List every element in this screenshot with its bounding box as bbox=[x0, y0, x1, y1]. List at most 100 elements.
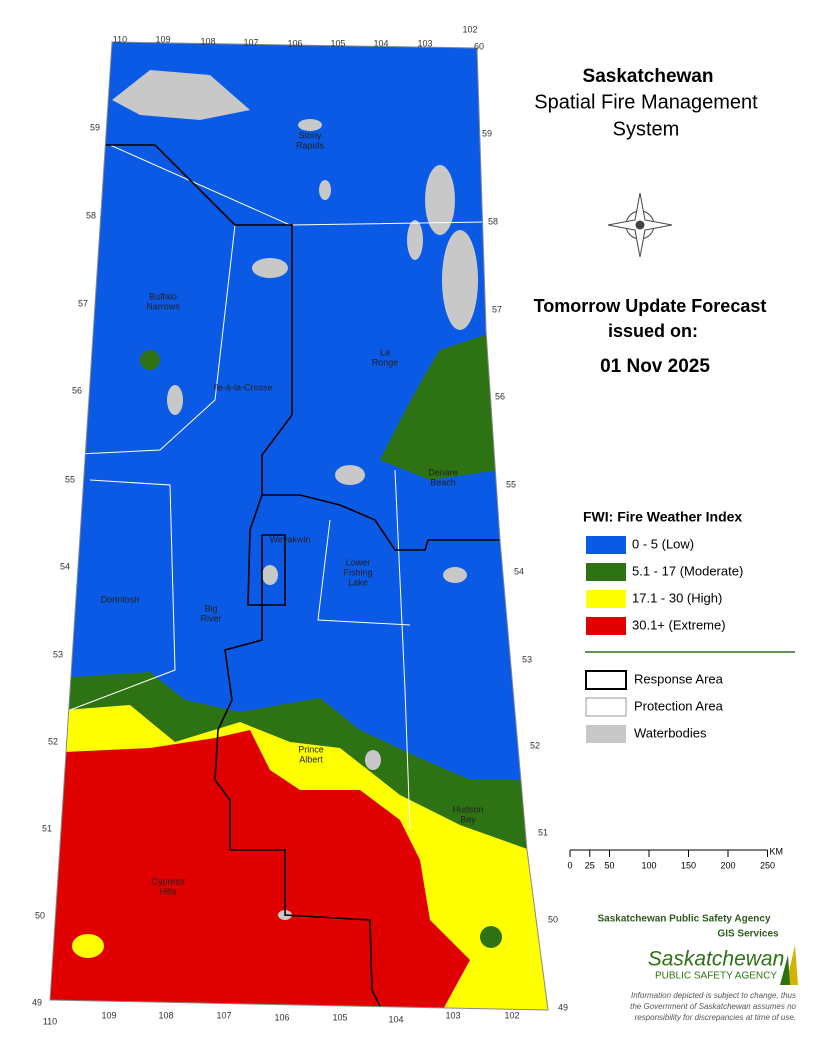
scale-label: 150 bbox=[681, 860, 696, 870]
place-label: Ronge bbox=[372, 357, 399, 367]
legend-label: Protection Area bbox=[634, 698, 724, 713]
legend-swatch bbox=[586, 590, 626, 608]
grid-label: 56 bbox=[72, 385, 82, 395]
grid-label: 103 bbox=[417, 38, 432, 48]
place-label: Lake bbox=[348, 577, 368, 587]
grid-label: 59 bbox=[90, 122, 100, 132]
grid-label: 54 bbox=[60, 561, 70, 571]
scale-label: 50 bbox=[604, 860, 614, 870]
place-label: Narrows bbox=[146, 301, 180, 311]
title: Saskatchewan bbox=[583, 66, 714, 87]
scale-label: 25 bbox=[585, 860, 595, 870]
place-label: Stony bbox=[298, 130, 322, 140]
legend-label: Waterbodies bbox=[634, 725, 707, 740]
grid-label: 53 bbox=[522, 654, 532, 664]
agency-name: Saskatchewan Public Safety Agency bbox=[597, 914, 770, 925]
place-label: Beach bbox=[430, 477, 456, 487]
forecast-heading: issued on: bbox=[608, 321, 698, 341]
grid-label: 52 bbox=[48, 736, 58, 746]
legend-label: 17.1 - 30 (High) bbox=[632, 590, 722, 605]
grid-label: 106 bbox=[274, 1012, 289, 1022]
grid-label: 58 bbox=[488, 216, 498, 226]
logo-mark bbox=[780, 945, 798, 985]
subtitle: System bbox=[613, 118, 680, 140]
grid-label: 109 bbox=[155, 34, 170, 44]
grid-label: 109 bbox=[101, 1010, 116, 1020]
zone-moderate bbox=[140, 350, 160, 370]
logo-text: Saskatchewan bbox=[648, 948, 785, 971]
grid-label: 104 bbox=[388, 1014, 403, 1024]
zone-extreme bbox=[50, 730, 470, 1010]
grid-label: 107 bbox=[243, 37, 258, 47]
grid-label: 106 bbox=[287, 38, 302, 48]
legend-swatch bbox=[586, 563, 626, 581]
grid-label: 110 bbox=[43, 1016, 57, 1026]
place-label: La bbox=[380, 347, 390, 357]
zone-moderate bbox=[380, 330, 500, 480]
legend-label: 30.1+ (Extreme) bbox=[632, 617, 726, 632]
grid-label: 102 bbox=[504, 1010, 519, 1020]
grid-label: 56 bbox=[495, 391, 505, 401]
response-area bbox=[105, 144, 500, 1010]
place-label: Hudson bbox=[452, 804, 483, 814]
grid-label: 102 bbox=[462, 24, 477, 34]
subtitle: Spatial Fire Management bbox=[534, 91, 758, 113]
province-outline bbox=[49, 41, 549, 1011]
scale-label: 100 bbox=[641, 860, 656, 870]
legend-swatch bbox=[585, 697, 627, 717]
disclaimer: responsibility for discrepancies at time… bbox=[635, 1013, 796, 1022]
place-label: River bbox=[200, 613, 221, 623]
grid-label: 105 bbox=[332, 1012, 347, 1022]
scale-label: 250 bbox=[760, 860, 775, 870]
forecast-date: 01 Nov 2025 bbox=[600, 356, 710, 377]
legend-label: Response Area bbox=[634, 671, 724, 686]
grid-label: 51 bbox=[538, 827, 548, 837]
grid-label: 49 bbox=[32, 997, 42, 1007]
grid-label: 57 bbox=[78, 298, 88, 308]
place-label: Lower bbox=[346, 557, 371, 567]
grid-label: 107 bbox=[216, 1010, 231, 1020]
grid-label: 108 bbox=[200, 36, 215, 46]
grid-label: 55 bbox=[65, 474, 75, 484]
grid-label: 50 bbox=[35, 910, 45, 920]
map bbox=[50, 42, 548, 1010]
grid-label: 51 bbox=[42, 823, 52, 833]
scale-label: 200 bbox=[720, 860, 735, 870]
grid-label: 60 bbox=[474, 41, 484, 51]
legend-swatch bbox=[586, 617, 626, 635]
agency-unit: GIS Services bbox=[717, 929, 779, 940]
zone-high bbox=[72, 934, 104, 958]
forecast-heading: Tomorrow Update Forecast bbox=[534, 296, 767, 316]
logo-text: PUBLIC SAFETY AGENCY bbox=[655, 971, 777, 982]
place-label: Rapids bbox=[296, 140, 325, 150]
place-label: Buffalo bbox=[149, 291, 177, 301]
place-label: Fishing bbox=[343, 567, 372, 577]
legend-swatch bbox=[585, 670, 627, 690]
place-label: Cypress bbox=[151, 876, 185, 886]
place-label: Albert bbox=[299, 754, 323, 764]
grid-label: 52 bbox=[530, 740, 540, 750]
grid-label: 59 bbox=[482, 128, 492, 138]
legend-swatch bbox=[586, 536, 626, 554]
grid-label: 57 bbox=[492, 304, 502, 314]
scale-label: 0 bbox=[567, 860, 572, 870]
place-label: Weyakwin bbox=[270, 534, 311, 544]
grid-label: 50 bbox=[548, 914, 558, 924]
place-label: Big bbox=[204, 603, 217, 613]
place-label: Prince bbox=[298, 744, 324, 754]
grid-label: 55 bbox=[506, 479, 516, 489]
grid-label: 58 bbox=[86, 210, 96, 220]
grid-label: 104 bbox=[373, 38, 388, 48]
place-label: Denare bbox=[428, 467, 458, 477]
place-label: Bay bbox=[460, 814, 476, 824]
scale-unit: KM bbox=[770, 846, 784, 856]
north-arrow bbox=[607, 192, 673, 258]
grid-label: 110 bbox=[113, 34, 127, 44]
grid-label: 108 bbox=[158, 1010, 173, 1020]
place-label: Dorintosh bbox=[101, 594, 140, 604]
grid-label: 53 bbox=[53, 649, 63, 659]
waterbodies bbox=[112, 70, 478, 920]
grid-label: 103 bbox=[445, 1010, 460, 1020]
disclaimer: Information depicted is subject to chang… bbox=[631, 991, 796, 1000]
